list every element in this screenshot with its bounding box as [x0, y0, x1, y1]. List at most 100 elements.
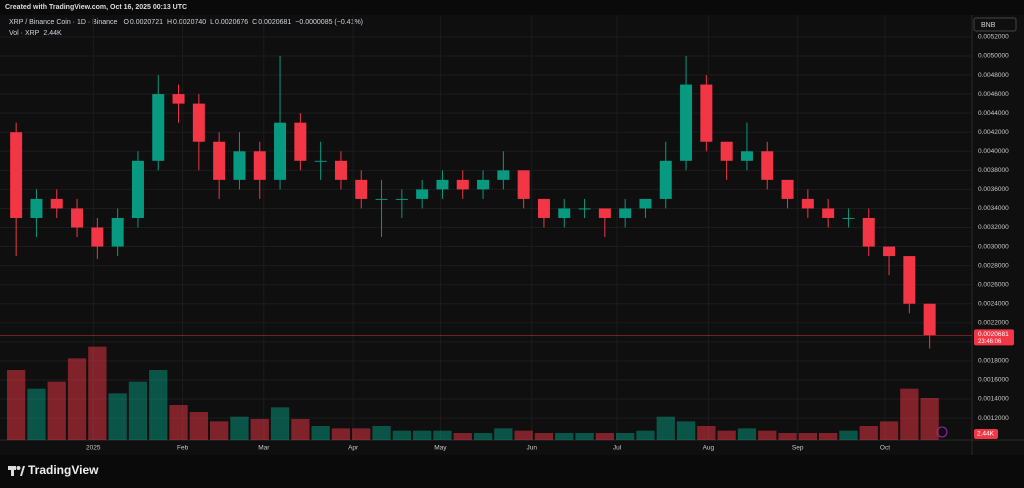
y-tick-label: 0.0022000	[978, 320, 1009, 327]
candle-body	[822, 208, 835, 218]
last-price-label: 0.0020681	[978, 331, 1009, 338]
y-tick-label: 0.0012000	[978, 415, 1009, 422]
candle-body	[903, 256, 916, 304]
x-tick-label: Oct	[880, 445, 890, 452]
y-tick-label: 0.0026000	[978, 281, 1009, 288]
y-tick-label: 0.0050000	[978, 53, 1009, 60]
volume-bar	[108, 393, 127, 440]
volume-bar	[352, 428, 371, 440]
candle-body	[50, 198, 63, 209]
volume-bar	[433, 430, 452, 440]
volume-value: 2.44K	[43, 30, 62, 37]
volume-bar	[128, 381, 148, 440]
volume-bar	[616, 433, 635, 440]
ohlc-change: −0.0000085 (−0.41%)	[295, 19, 363, 26]
candle-body	[192, 103, 205, 142]
volume-bar	[331, 428, 351, 440]
volume-bar	[737, 428, 757, 440]
y-tick-label: 0.0036000	[978, 186, 1009, 193]
candle-body	[639, 198, 652, 209]
y-tick-label: 0.0016000	[978, 377, 1009, 384]
y-tick-label: 0.0042000	[978, 129, 1009, 136]
volume-bar	[656, 416, 675, 440]
candle-body	[10, 132, 23, 218]
volume-bar	[169, 405, 188, 440]
volume-bar	[676, 421, 696, 440]
volume-bar	[758, 430, 777, 440]
x-tick-label: Apr	[348, 445, 359, 452]
candle-body	[598, 208, 611, 218]
candle-body	[558, 208, 571, 218]
x-tick-label: 2025	[86, 445, 101, 452]
volume-bar	[270, 407, 290, 440]
y-tick-label: 0.0014000	[978, 396, 1009, 403]
candle-body	[477, 179, 490, 190]
ohlc-value: 0.0020740	[173, 19, 206, 26]
y-tick-label: 0.0040000	[978, 148, 1009, 155]
candle-body	[355, 179, 368, 199]
candle-body	[680, 84, 693, 161]
volume-bar	[413, 430, 432, 440]
y-tick-label: 0.0032000	[978, 224, 1009, 231]
candle-body	[131, 160, 144, 218]
candle-body	[436, 179, 449, 190]
ohlc-value: 0.0020681	[258, 19, 291, 26]
candle-body	[497, 170, 510, 180]
volume-bar	[819, 433, 838, 440]
candle-body	[517, 170, 530, 199]
candle-body	[720, 141, 733, 161]
footer-bar	[0, 455, 1024, 488]
y-tick-label: 0.0038000	[978, 167, 1009, 174]
candle-body	[619, 208, 632, 218]
last-volume-label: 2.44K	[977, 431, 995, 438]
candle-body	[537, 198, 550, 218]
tv-logo	[8, 466, 25, 476]
volume-bar	[778, 433, 797, 440]
volume-bar	[473, 433, 493, 440]
symbol: XRP / Binance Coin · 1D · Binance	[9, 19, 118, 26]
x-tick-label: Jul	[613, 445, 622, 452]
volume-bar	[250, 419, 269, 440]
volume-bar	[494, 428, 513, 440]
volume-bar	[372, 426, 391, 440]
volume-bar	[798, 433, 817, 440]
y-tick-label: 0.0018000	[978, 358, 1009, 365]
replay-button[interactable]	[936, 426, 948, 438]
candle-body	[30, 198, 43, 218]
volume-bar	[210, 421, 229, 440]
footer-brand: TradingView	[28, 463, 99, 477]
volume-bar	[595, 433, 614, 440]
candle-body	[294, 122, 307, 161]
volume-bar	[392, 430, 411, 440]
currency-button[interactable]	[973, 17, 1017, 32]
ohlc-key: O	[123, 19, 129, 26]
y-tick-label: 0.0048000	[978, 72, 1009, 79]
candle-body	[71, 208, 84, 228]
countdown: 23:46:06	[978, 339, 1002, 345]
volume-bar	[534, 433, 554, 440]
candle-body	[700, 84, 713, 142]
x-tick-label: Aug	[703, 445, 715, 452]
candle-body	[91, 227, 104, 247]
candle-body	[416, 189, 429, 199]
currency-label: BNB	[981, 22, 996, 29]
y-tick-label: 0.0046000	[978, 91, 1009, 98]
ohlc-key: C	[252, 19, 257, 26]
volume-bar	[920, 398, 939, 440]
candle-body	[781, 179, 794, 199]
y-tick-label: 0.0024000	[978, 300, 1009, 307]
last-price-box	[974, 329, 1014, 346]
y-tick-label: 0.0028000	[978, 262, 1009, 269]
volume-bar	[291, 419, 310, 440]
y-tick-label: 0.0044000	[978, 110, 1009, 117]
x-tick-label: Feb	[177, 445, 189, 452]
candle-body	[213, 141, 226, 180]
volume-bar	[27, 388, 46, 440]
chart-panel	[0, 15, 1024, 455]
volume-bar	[514, 430, 533, 440]
volume-bar	[453, 433, 472, 440]
volume-bar	[697, 426, 716, 440]
volume-bar	[47, 381, 66, 440]
header: Created with TradingView.com, Oct 16, 20…	[5, 4, 187, 11]
